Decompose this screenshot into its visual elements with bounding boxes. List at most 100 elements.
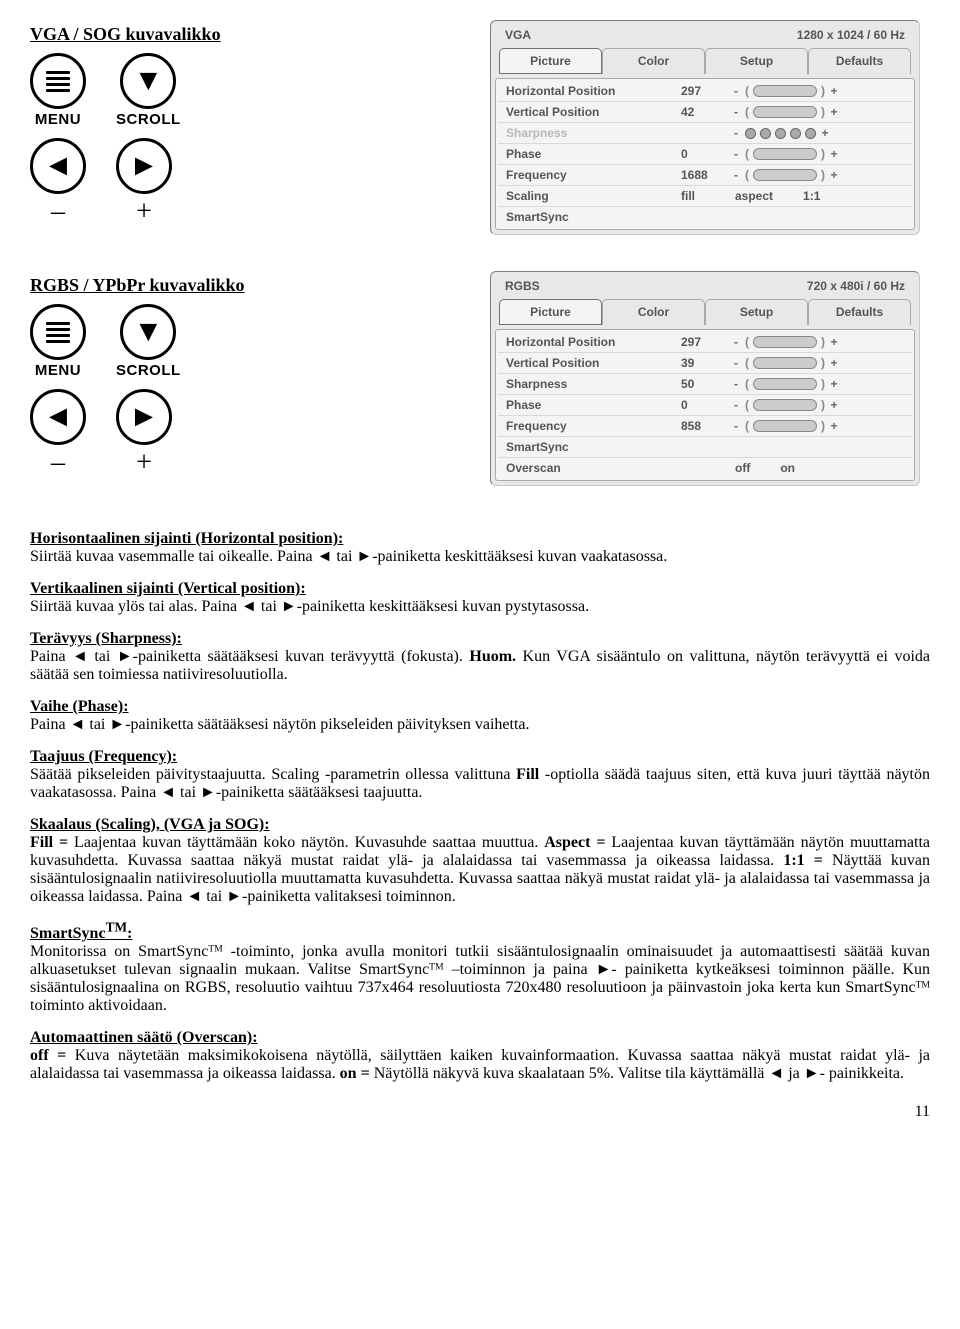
ss-text: Monitorissa on SmartSyncᵀᴹ -toiminto, jo…	[30, 943, 930, 1014]
slider-cell: -()+	[731, 377, 904, 391]
paren-l: (	[745, 356, 749, 370]
sh-text1: Paina ◄ tai ►-painiketta säätääksesi kuv…	[30, 648, 469, 665]
opt-aspect[interactable]: aspect	[735, 189, 773, 203]
menu-button[interactable]: MENU	[30, 53, 86, 128]
sc-fill: Fill =	[30, 834, 68, 851]
osd-row[interactable]: Vertical Position42-()+	[498, 101, 912, 122]
slider-cell: -()+	[731, 84, 904, 98]
slider-track[interactable]	[753, 85, 817, 97]
scroll-button[interactable]: ▼ SCROLL	[116, 53, 181, 128]
scroll-button[interactable]: ▼ SCROLL	[116, 304, 181, 379]
minus-icon: -	[731, 84, 741, 98]
opt-11[interactable]: 1:1	[803, 189, 820, 203]
circle-icon	[790, 128, 801, 139]
osd-row[interactable]: SmartSync	[498, 436, 912, 457]
osd-row[interactable]: Frequency1688-()+	[498, 164, 912, 185]
paren-l: (	[745, 84, 749, 98]
tab-picture[interactable]: Picture	[499, 299, 602, 325]
plus-label: +	[136, 447, 152, 479]
para-vertical-position: Vertikaalinen sijainti (Vertical positio…	[30, 580, 930, 616]
paren-r: )	[821, 398, 825, 412]
osd-row[interactable]: Horizontal Position297-()+	[498, 332, 912, 352]
scaling-options[interactable]: aspect 1:1	[731, 189, 904, 203]
osd-row-label: Overscan	[506, 461, 681, 475]
ov-title: Automaattinen säätö (Overscan):	[30, 1029, 258, 1046]
osd-row[interactable]: Sharpness -+	[498, 122, 912, 143]
tab-color[interactable]: Color	[602, 299, 705, 325]
circle-group	[745, 128, 816, 139]
osd-row[interactable]: Phase0-()+	[498, 394, 912, 415]
osd-row[interactable]: Sharpness50-()+	[498, 373, 912, 394]
slider-track[interactable]	[753, 420, 817, 432]
slider-cell: -()+	[731, 105, 904, 119]
plus-icon: +	[829, 335, 839, 349]
slider-track[interactable]	[753, 106, 817, 118]
osd-row-label: Sharpness	[506, 126, 681, 140]
onoff-options[interactable]: off on	[731, 461, 904, 475]
osd-row[interactable]: Horizontal Position297-()+	[498, 81, 912, 101]
osd-row[interactable]: Vertical Position39-()+	[498, 352, 912, 373]
osd-row-value: 1688	[681, 168, 731, 182]
fr-text1: Säätää pikseleiden päivitystaajuutta. Sc…	[30, 766, 516, 783]
slider-track[interactable]	[753, 169, 817, 181]
slider-track[interactable]	[753, 336, 817, 348]
osd-row[interactable]: SmartSync	[498, 206, 912, 227]
osd-row-label: SmartSync	[506, 440, 681, 454]
menu-label: MENU	[35, 111, 81, 128]
circles-cell: -+	[731, 126, 904, 140]
minus-icon: -	[731, 105, 741, 119]
paren-l: (	[745, 398, 749, 412]
osd-row[interactable]: Overscan off on	[498, 457, 912, 478]
osd-row-label: Horizontal Position	[506, 335, 681, 349]
slider-track[interactable]	[753, 399, 817, 411]
paren-l: (	[745, 335, 749, 349]
osd-row-label: Phase	[506, 398, 681, 412]
plus-button[interactable]: ► +	[116, 389, 172, 479]
osd-tabs-vga: Picture Color Setup Defaults	[495, 48, 915, 74]
hp-title: Horisontaalinen sijainti (Horizontal pos…	[30, 530, 343, 547]
plus-button[interactable]: ► +	[116, 138, 172, 228]
osd-row[interactable]: Phase0-()+	[498, 143, 912, 164]
circle-icon	[775, 128, 786, 139]
tab-picture[interactable]: Picture	[499, 48, 602, 74]
ov-on: on =	[340, 1065, 370, 1082]
tab-setup[interactable]: Setup	[705, 48, 808, 74]
osd-tabs-rgbs: Picture Color Setup Defaults	[495, 299, 915, 325]
tab-setup[interactable]: Setup	[705, 299, 808, 325]
circle-icon	[760, 128, 771, 139]
paren-r: )	[821, 377, 825, 391]
sc-title: Skaalaus (Scaling), (VGA ja SOG):	[30, 816, 270, 833]
page-number: 11	[30, 1103, 930, 1121]
paren-l: (	[745, 419, 749, 433]
paren-r: )	[821, 419, 825, 433]
slider-track[interactable]	[753, 378, 817, 390]
sc-11: 1:1 =	[783, 852, 823, 869]
osd-row-value: 39	[681, 356, 731, 370]
opt-on[interactable]: on	[780, 461, 795, 475]
osd-source: VGA	[505, 28, 531, 42]
plus-icon: +	[829, 84, 839, 98]
minus-label: –	[51, 196, 65, 228]
osd-row[interactable]: Scalingfillaspect1:1	[498, 185, 912, 206]
rgbs-section: RGBS / YPbPr kuvavalikko MENU ▼ SCROLL ◄…	[30, 271, 930, 486]
opt-off[interactable]: off	[735, 461, 750, 475]
tab-defaults[interactable]: Defaults	[808, 48, 911, 74]
para-smartsync: SmartSyncTM: Monitorissa on SmartSyncᵀᴹ …	[30, 920, 930, 1015]
para-overscan: Automaattinen säätö (Overscan): off = Ku…	[30, 1029, 930, 1083]
vga-title: VGA / SOG kuvavalikko	[30, 24, 490, 45]
osd-row[interactable]: Frequency858-()+	[498, 415, 912, 436]
menu-button[interactable]: MENU	[30, 304, 86, 379]
menu-icon	[46, 71, 70, 92]
para-horizontal-position: Horisontaalinen sijainti (Horizontal pos…	[30, 530, 930, 566]
paren-r: )	[821, 335, 825, 349]
circle-icon	[805, 128, 816, 139]
slider-track[interactable]	[753, 148, 817, 160]
osd-row-value: 0	[681, 398, 731, 412]
tab-color[interactable]: Color	[602, 48, 705, 74]
sh-note: Huom.	[469, 648, 516, 665]
slider-cell: -()+	[731, 398, 904, 412]
minus-button[interactable]: ◄ –	[30, 389, 86, 479]
tab-defaults[interactable]: Defaults	[808, 299, 911, 325]
minus-button[interactable]: ◄ –	[30, 138, 86, 228]
slider-track[interactable]	[753, 357, 817, 369]
